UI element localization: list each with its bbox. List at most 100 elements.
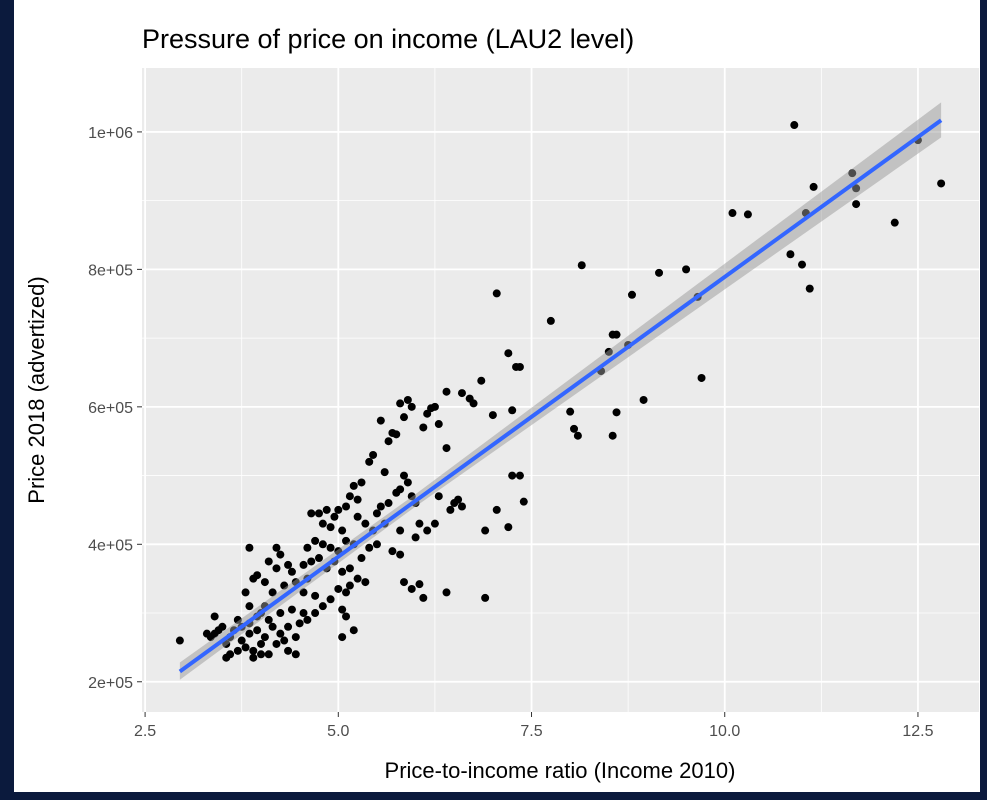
point (311, 591, 320, 600)
point (257, 650, 266, 659)
point (384, 499, 393, 508)
x-tick-label: 12.5 (902, 723, 933, 740)
point (353, 574, 362, 583)
point (353, 495, 362, 504)
point (627, 290, 636, 299)
point (372, 540, 381, 549)
point (481, 593, 490, 602)
point (334, 505, 343, 514)
point (388, 547, 397, 556)
y-axis-title: Price 2018 (advertized) (24, 276, 49, 503)
point (357, 554, 366, 563)
point (403, 478, 412, 487)
point (415, 519, 424, 528)
point (299, 588, 308, 597)
point (372, 509, 381, 518)
point (504, 349, 513, 358)
point (392, 488, 401, 497)
point (264, 557, 273, 566)
point (488, 411, 497, 420)
point (577, 261, 586, 270)
point (268, 622, 277, 631)
point (369, 450, 378, 459)
point (655, 268, 664, 277)
point (257, 639, 266, 648)
point (233, 646, 242, 655)
point (314, 509, 323, 518)
point (303, 615, 312, 624)
point (245, 543, 254, 552)
point (342, 612, 351, 621)
point (345, 564, 354, 573)
point (175, 636, 184, 645)
point (361, 519, 370, 528)
point (272, 543, 281, 552)
point (210, 612, 219, 621)
point (303, 543, 312, 552)
point (307, 509, 316, 518)
point (241, 588, 250, 597)
point (937, 179, 946, 188)
point (612, 330, 621, 339)
point (515, 471, 524, 480)
point (423, 526, 432, 535)
point (423, 409, 432, 418)
point (566, 407, 575, 416)
point (349, 481, 358, 490)
y-tick-label: 2e+05 (88, 675, 133, 692)
point (504, 523, 513, 532)
point (852, 200, 861, 209)
point (249, 646, 258, 655)
point (345, 581, 354, 590)
point (249, 574, 258, 583)
point (442, 588, 451, 597)
y-tick-label: 4e+05 (88, 537, 133, 554)
point (573, 431, 582, 440)
point (264, 650, 273, 659)
point (434, 492, 443, 501)
point (276, 550, 285, 559)
point (276, 609, 285, 618)
point (399, 578, 408, 587)
point (314, 554, 323, 563)
point (407, 584, 416, 593)
point (682, 265, 691, 274)
point (264, 615, 273, 624)
point (318, 540, 327, 549)
point (786, 250, 795, 259)
point (338, 605, 347, 614)
point (457, 502, 466, 511)
point (434, 420, 443, 429)
x-tick-label: 10.0 (709, 723, 740, 740)
point (492, 289, 501, 298)
y-tick-label: 1e+06 (88, 125, 133, 142)
point (322, 505, 331, 514)
point (415, 580, 424, 589)
point (307, 557, 316, 566)
y-tick-label: 6e+05 (88, 400, 133, 417)
point (345, 492, 354, 501)
point (446, 505, 455, 514)
point (202, 629, 211, 638)
point (376, 416, 385, 425)
point (639, 395, 648, 404)
point (284, 646, 293, 655)
point (728, 209, 737, 218)
point (326, 543, 335, 552)
point (743, 210, 752, 219)
point (608, 431, 617, 440)
point (365, 457, 374, 466)
point (338, 526, 347, 535)
point (392, 430, 401, 439)
point (481, 526, 490, 535)
point (790, 121, 799, 130)
point (295, 619, 304, 628)
point (353, 512, 362, 521)
point (361, 578, 370, 587)
point (299, 609, 308, 618)
point (334, 584, 343, 593)
regression-line (178, 118, 943, 674)
point (396, 399, 405, 408)
point (326, 523, 335, 532)
